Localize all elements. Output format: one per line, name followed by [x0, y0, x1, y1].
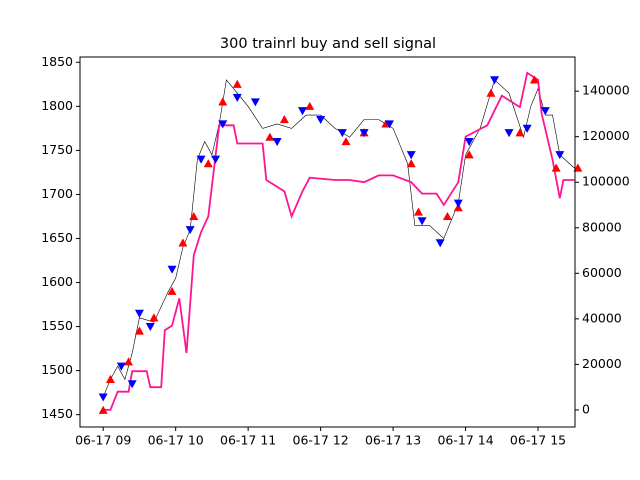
- buy-marker: [305, 101, 315, 110]
- sell-marker: [232, 93, 242, 103]
- y2-tick-label: 140000: [582, 83, 630, 98]
- buy-marker: [232, 79, 242, 88]
- sell-marker: [490, 76, 500, 85]
- sell-marker: [272, 137, 282, 147]
- buy-marker: [149, 313, 159, 322]
- y2-tick-label: 20000: [582, 356, 622, 371]
- sell-marker: [167, 265, 177, 274]
- sell-marker: [337, 129, 347, 138]
- sell-marker: [316, 115, 326, 125]
- y-tick-label: 1450: [41, 406, 73, 421]
- buy-marker: [189, 211, 199, 221]
- sell-marker: [384, 120, 394, 129]
- buy-marker: [551, 163, 561, 172]
- buy-marker: [203, 159, 213, 168]
- y2-tick-label: 80000: [582, 219, 622, 234]
- buy-marker: [486, 88, 496, 97]
- y2-tick-label: 40000: [582, 310, 622, 325]
- sell-marker: [218, 120, 228, 129]
- sell-marker: [196, 155, 206, 164]
- sell-marker: [185, 226, 195, 235]
- sell-marker: [555, 151, 565, 160]
- buy-marker: [529, 75, 539, 84]
- buy-marker: [464, 150, 474, 159]
- sell-marker: [297, 107, 307, 116]
- y-tick-label: 1850: [41, 54, 73, 69]
- sell-marker: [134, 309, 144, 318]
- y-tick-label: 1800: [41, 98, 73, 113]
- sell-marker: [127, 380, 137, 389]
- x-tick-label: 06-17 11: [220, 433, 276, 448]
- y2-tick-label: 100000: [582, 174, 630, 189]
- y2-tick-label: 120000: [582, 128, 630, 143]
- buy-marker: [218, 97, 228, 106]
- buy-marker: [279, 115, 289, 124]
- y-tick-label: 1750: [41, 142, 73, 157]
- sell-marker: [406, 151, 416, 160]
- buy-marker: [265, 132, 275, 141]
- x-tick-label: 06-17 15: [510, 433, 566, 448]
- sell-marker: [504, 129, 514, 138]
- buy-marker: [98, 405, 108, 414]
- buy-marker: [124, 357, 134, 366]
- sell-marker: [116, 362, 126, 371]
- buy-marker: [134, 326, 144, 335]
- y-tick-label: 1700: [41, 186, 73, 201]
- sell-marker: [417, 217, 427, 226]
- y-tick-label: 1550: [41, 318, 73, 333]
- buy-marker: [178, 238, 188, 247]
- x-tick-label: 06-17 14: [437, 433, 493, 448]
- buy-marker: [413, 207, 423, 216]
- y-tick-label: 1500: [41, 362, 73, 377]
- plot-frame: [79, 56, 576, 428]
- y-tick-label: 1600: [41, 274, 73, 289]
- y-tick-label: 1650: [41, 230, 73, 245]
- sell-marker: [435, 239, 445, 248]
- sell-marker: [250, 98, 260, 107]
- x-tick-label: 06-17 12: [293, 433, 349, 448]
- sell-marker: [98, 393, 108, 402]
- sell-marker: [453, 199, 463, 208]
- x-tick-label: 06-17 09: [75, 433, 131, 448]
- series-line: [102, 79, 575, 398]
- x-tick-label: 06-17 10: [148, 433, 204, 448]
- buy-marker: [573, 163, 583, 172]
- sell-marker: [211, 155, 221, 164]
- x-tick-label: 06-17 13: [365, 433, 421, 448]
- sell-marker: [464, 137, 474, 147]
- sell-marker: [359, 129, 369, 138]
- buy-marker: [515, 128, 525, 137]
- chart-title: 300 trainrl buy and sell signal: [220, 36, 436, 52]
- buy-marker: [406, 159, 416, 168]
- sell-marker: [540, 107, 550, 116]
- buy-marker: [105, 374, 115, 384]
- series-line: [103, 71, 575, 411]
- buy-marker: [341, 137, 351, 146]
- y2-tick-label: 60000: [582, 265, 622, 280]
- buy-marker: [167, 286, 177, 295]
- sell-marker: [145, 322, 155, 332]
- sell-marker: [522, 124, 532, 133]
- y2-tick-label: 0: [582, 401, 590, 416]
- buy-marker: [442, 211, 452, 221]
